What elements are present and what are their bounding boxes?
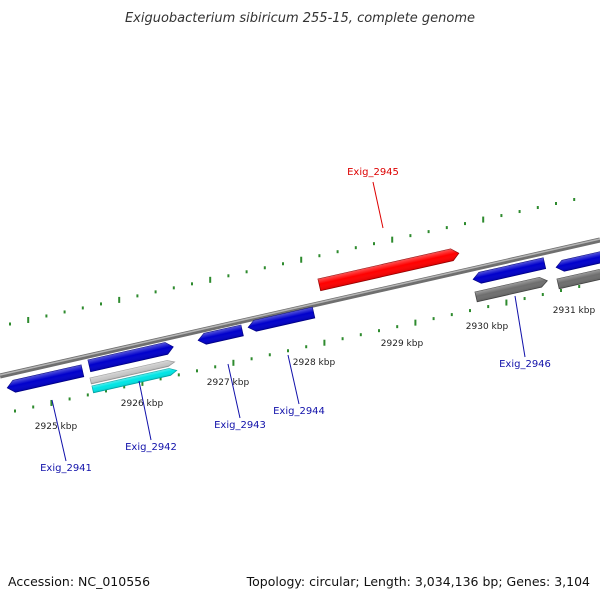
kbp-tick-label: 2926 kbp xyxy=(121,399,164,409)
topology-text: Topology: circular; Length: 3,034,136 bp… xyxy=(246,574,590,589)
gene-bar-grey-2942-shine xyxy=(90,360,175,384)
gene-bar-grey-2942 xyxy=(89,360,176,385)
gene-label-leader xyxy=(372,181,384,229)
gene-label-exig-2945[interactable]: Exig_2945 xyxy=(347,167,399,178)
backbone-highlight xyxy=(0,238,600,376)
gene-arrow-exig-2941 xyxy=(6,364,85,393)
gene-bar-cyan-2942 xyxy=(91,368,178,394)
kbp-tick-label: 2927 kbp xyxy=(207,378,250,388)
gene-arrow-exig-2943 xyxy=(197,324,244,345)
gene-arrow-exig-2943-shine xyxy=(198,325,244,345)
gene-arrow-exig-2945 xyxy=(317,248,460,292)
gene-arrow-exig-2946-shine xyxy=(473,257,546,284)
gene-label-exig-2942[interactable]: Exig_2942 xyxy=(125,442,177,453)
gene-arrow-exig-2942-shine xyxy=(88,342,174,372)
gene-arrow-exig-2946 xyxy=(472,257,547,284)
gene-label-exig-2941[interactable]: Exig_2941 xyxy=(40,463,92,474)
backbone-line xyxy=(0,237,600,379)
kbp-tick-label: 2929 kbp xyxy=(381,339,424,349)
gene-arrow-exig-2942 xyxy=(87,342,174,373)
gene-label-exig-2943[interactable]: Exig_2943 xyxy=(214,420,266,431)
minor-ticks xyxy=(9,197,581,413)
gene-label-leader xyxy=(51,399,67,462)
gene-arrow-next-shine xyxy=(556,250,600,272)
gene-label-leader xyxy=(138,380,152,441)
gene-label-exig-2944[interactable]: Exig_2944 xyxy=(273,406,325,417)
gene-labels: Exig_2941 Exig_2942 Exig_2943 Exig_2944 Exig… xyxy=(40,167,551,474)
genome-title: Exiguobacterium sibiricum 255-15, comple… xyxy=(125,11,475,26)
accession-text: Accession: NC_010556 xyxy=(8,574,150,589)
gene-arrow-exig-2944 xyxy=(247,306,316,332)
gene-bar-cyan-2942-shine xyxy=(92,368,177,393)
kbp-tick-label: 2925 kbp xyxy=(35,422,78,432)
gene-bar-grey-next xyxy=(556,269,600,290)
kbp-tick-label: 2931 kbp xyxy=(553,306,596,316)
gene-label-leader xyxy=(514,295,526,358)
gene-label-exig-2946[interactable]: Exig_2946 xyxy=(499,359,551,370)
gene-bar-grey-2946-shine xyxy=(475,277,548,302)
gene-arrow-next xyxy=(555,250,600,272)
kbp-tick-labels: 2925 kbp 2926 kbp 2927 kbp 2928 kbp 2929 kbp… xyxy=(35,306,596,432)
gene-bar-grey-2946 xyxy=(474,276,548,303)
genome-backbone xyxy=(0,237,600,379)
kbp-tick-label: 2930 kbp xyxy=(466,322,509,332)
gene-features xyxy=(6,248,600,394)
gene-arrow-exig-2941-shine xyxy=(7,364,84,393)
gene-arrow-exig-2945-shine xyxy=(318,248,459,291)
kbp-tick-label: 2928 kbp xyxy=(293,358,336,368)
gene-arrow-exig-2944-shine xyxy=(248,307,315,332)
gene-bar-grey-next-shine xyxy=(557,269,600,289)
gene-label-leader xyxy=(227,363,241,419)
gene-label-leader xyxy=(287,354,300,405)
